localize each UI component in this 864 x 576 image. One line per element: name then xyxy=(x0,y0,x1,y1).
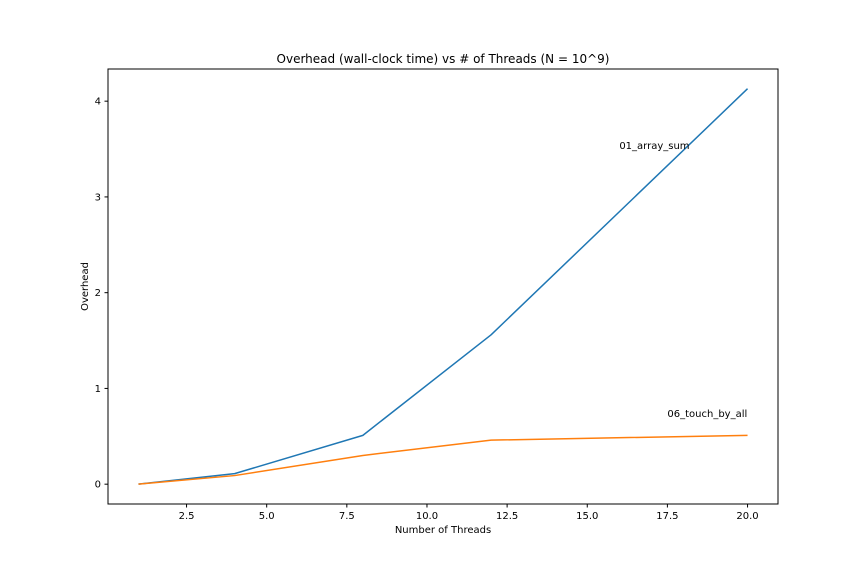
y-axis-title: Overhead xyxy=(80,262,91,311)
chart-title: Overhead (wall-clock time) vs # of Threa… xyxy=(277,52,610,66)
y-axis-ticks: 0 1 2 3 4 xyxy=(95,97,108,491)
y-tick-label: 1 xyxy=(95,384,101,395)
plot-frame xyxy=(107,68,779,505)
x-tick-label: 10.0 xyxy=(416,511,438,522)
x-tick-label: 20.0 xyxy=(736,511,758,522)
x-axis-title: Number of Threads xyxy=(395,525,491,536)
annotation-label: 01_array_sum xyxy=(619,141,689,152)
annotation-layer: 01_array_sum 06_touch_by_all xyxy=(619,141,747,420)
x-tick-label: 17.5 xyxy=(656,511,678,522)
y-tick-label: 2 xyxy=(95,288,101,299)
annotation-label: 06_touch_by_all xyxy=(667,409,747,420)
x-tick-label: 12.5 xyxy=(496,511,518,522)
x-tick-label: 15.0 xyxy=(576,511,598,522)
x-tick-label: 5.0 xyxy=(259,511,275,522)
y-tick-label: 4 xyxy=(95,97,101,108)
x-tick-label: 2.5 xyxy=(179,511,195,522)
y-tick-label: 3 xyxy=(95,192,101,203)
y-tick-label: 0 xyxy=(95,480,101,491)
series-layer xyxy=(138,88,749,485)
series-line-1 xyxy=(138,88,749,485)
x-axis-ticks: 2.5 5.0 7.5 10.0 12.5 15.0 17.5 20.0 xyxy=(179,504,759,522)
series-line-2 xyxy=(138,434,748,485)
x-tick-label: 7.5 xyxy=(339,511,355,522)
